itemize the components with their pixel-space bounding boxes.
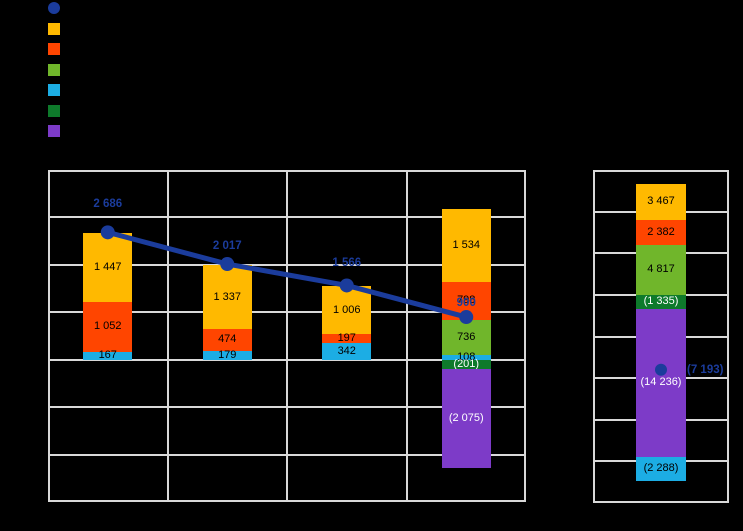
legend-item-amber (48, 22, 66, 35)
data-point-marker (100, 225, 115, 240)
gridline-vertical (405, 170, 408, 502)
legend-purple-swatch-icon (48, 125, 60, 137)
bar-segment-amber: 1 447 (83, 233, 133, 302)
bar-segment-cyan: 167 (83, 350, 133, 361)
legend-darkgreen-swatch-icon (48, 104, 60, 117)
gridline-vertical (166, 170, 169, 502)
line-data-label: 2 017 (212, 240, 242, 253)
bar-segment-cyan: 108 (441, 351, 491, 362)
bar-segment-cyan: (2 288) (636, 456, 686, 481)
line-data-label: 900 (456, 297, 476, 310)
legend-item-line (48, 2, 66, 14)
legend-line-marker-icon (48, 2, 60, 14)
trend-line (107, 229, 467, 320)
legend-item-cyan (48, 84, 66, 96)
legend-item-green (48, 63, 66, 76)
bar-segment-red: 1 052 (83, 301, 133, 352)
bar-segment-amber: 1 534 (441, 209, 491, 282)
data-point-marker (339, 278, 354, 293)
data-point-marker (459, 310, 474, 325)
bar-segment-darkgreen: (1 335) (636, 294, 686, 309)
bar-segment-darkgreen: (201) (441, 359, 491, 370)
bar-segment-purple: (2 075) (441, 369, 491, 468)
bar-segment-cyan: 342 (322, 343, 372, 360)
legend-red-swatch-icon (48, 43, 60, 55)
line-data-label: 1 566 (332, 257, 362, 270)
legend-amber-swatch-icon (48, 22, 60, 35)
bar-segment-red: 474 (202, 328, 252, 352)
legend-cyan-swatch-icon (48, 84, 60, 96)
point-data-label: (7 193) (687, 363, 724, 376)
legend-item-red (48, 43, 66, 55)
legend-item-purple (48, 125, 66, 137)
legend-green-swatch-icon (48, 63, 60, 76)
bar-segment-amber: 1 337 (202, 265, 252, 329)
bar-segment-amber: 3 467 (636, 183, 686, 220)
bar-segment-cyan: 179 (202, 349, 252, 361)
gridline-vertical (286, 170, 288, 502)
bar-segment-red: 2 382 (636, 219, 686, 245)
line-data-label: 2 686 (93, 198, 123, 211)
legend-item-darkgreen (48, 104, 66, 117)
bar-segment-green: 736 (441, 319, 491, 355)
data-point-marker (655, 363, 667, 376)
bar-segment-purple: (14 236) (636, 308, 686, 457)
bar-segment-red: 197 (322, 333, 372, 344)
bar-segment-amber: 1 006 (322, 286, 372, 335)
bar-segment-green: 4 817 (636, 244, 686, 295)
data-point-marker (220, 257, 235, 272)
